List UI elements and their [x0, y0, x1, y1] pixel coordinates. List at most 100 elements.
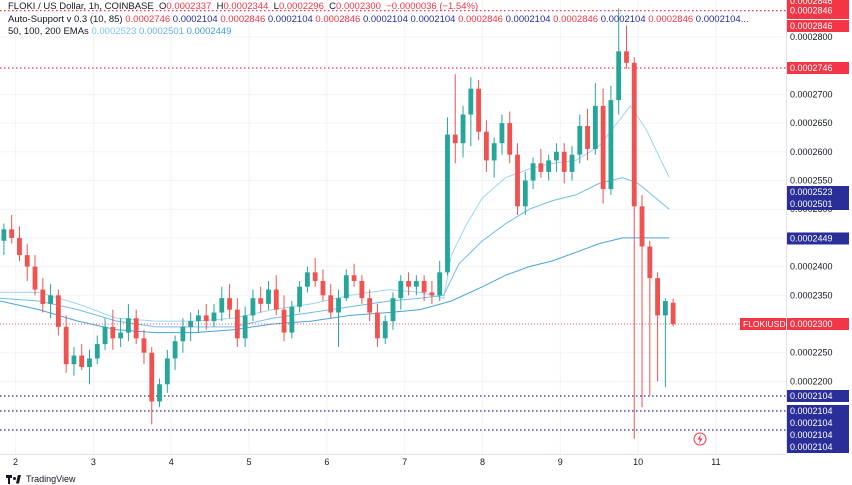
candle-down — [40, 289, 46, 304]
candle-down — [406, 280, 411, 287]
candle-up — [437, 272, 443, 296]
support-tag-bg — [787, 441, 849, 453]
candle-up — [157, 384, 162, 402]
resistance-tag: 0.0002746 — [790, 63, 833, 73]
auto-support-value: 0.0002104 — [362, 14, 411, 25]
resistance-tag-bg — [787, 0, 849, 7]
ohlc-high-value: 0.0002344 — [223, 1, 269, 12]
candle-up — [118, 332, 124, 339]
candle-up — [608, 100, 614, 190]
candle-up — [266, 289, 271, 304]
symbol-ohlc-line: FLOKI / US Dollar, 1h, COINBASE O0.00023… — [8, 1, 478, 12]
auto-support-value: 0.0002746 — [125, 14, 173, 25]
price-change: −0.0000036 (−1.54%) — [386, 1, 479, 12]
candle-up — [382, 321, 388, 339]
candle-down — [273, 289, 279, 310]
candle-down — [561, 151, 567, 172]
candle-up — [592, 105, 598, 149]
candle-up — [460, 114, 466, 144]
candle-up — [569, 154, 575, 172]
symbol-tag-bg — [740, 317, 786, 330]
candle-down — [647, 246, 653, 279]
candle-down — [624, 51, 629, 63]
auto-support-label: Auto-Support v 0.3 (10, 85) — [8, 14, 123, 25]
ema100-legend-value: 0.0002501 — [139, 26, 184, 37]
resistance-tag: 0.0002846 — [790, 6, 833, 16]
candle-down — [227, 298, 232, 310]
candle-up — [546, 160, 552, 172]
time-axis-tick-label: 10 — [633, 457, 643, 467]
ema100-tag: 0.0002501 — [790, 199, 833, 209]
candle-down — [359, 280, 365, 299]
ema-line-ema200 — [0, 237, 670, 334]
candle-down — [670, 302, 676, 324]
auto-support-value: 0.0002104 — [410, 14, 459, 25]
candle-up — [211, 312, 217, 322]
price-axis-tick-label: 0.0002650 — [790, 118, 833, 128]
candle-down — [507, 123, 513, 155]
ema200-legend-value: 0.0002449 — [186, 26, 232, 37]
ema200-tag-bg — [787, 232, 849, 245]
time-axis-tick-label: 11 — [711, 457, 720, 467]
candle-up — [164, 358, 170, 385]
ema200-tag: 0.0002449 — [790, 233, 833, 243]
ohlc-high-key: H — [216, 1, 224, 12]
candle-up — [491, 143, 497, 161]
candle-down — [631, 62, 637, 207]
auto-support-legend[interactable]: Auto-Support v 0.3 (10, 85) 0.0002746 0.… — [8, 14, 749, 25]
time-axis-tick-label: 8 — [480, 457, 485, 467]
auto-support-value: 0.0002104... — [695, 14, 749, 25]
last-price-tag-bg — [787, 317, 849, 330]
ema50-tag: 0.0002523 — [790, 187, 833, 197]
time-axis-tick-label: 4 — [169, 457, 174, 467]
auto-support-value: 0.0002846 — [458, 14, 506, 25]
candle-down — [483, 131, 489, 161]
candle-up — [343, 275, 349, 299]
price-axis-tick-label: 0.0002600 — [790, 147, 833, 157]
candle-up — [499, 123, 505, 144]
price-axis-tick-label: 0.0002200 — [790, 376, 833, 386]
candle-up — [188, 321, 194, 327]
candle-up — [102, 326, 108, 345]
price-axis-tick-label: 0.0002800 — [790, 32, 833, 42]
candle-down — [149, 352, 155, 402]
candle-up — [87, 358, 92, 368]
candle-up — [554, 151, 559, 161]
candle-down — [281, 309, 287, 333]
candle-up — [242, 315, 248, 339]
candle-up — [413, 280, 419, 287]
candle-up — [94, 344, 100, 359]
candle-up — [522, 180, 528, 207]
candle-up — [390, 298, 396, 322]
candle-down — [320, 280, 326, 296]
tradingview-logo[interactable]: TradingView — [6, 474, 76, 484]
support-tag: 0.0002104 — [790, 430, 833, 440]
time-axis-tick-label: 5 — [247, 457, 252, 467]
support-tag-bg — [787, 405, 849, 417]
auto-support-value: 0.0002104 — [172, 14, 221, 25]
candle-up — [48, 295, 53, 304]
candle-up — [180, 326, 186, 342]
time-axis-tick-label: 2 — [13, 457, 18, 467]
tradingview-brand: TradingView — [26, 474, 76, 484]
price-axis-tick-label: 0.0002350 — [790, 290, 833, 300]
auto-support-value: 0.0002104 — [505, 14, 554, 25]
support-tag-bg — [787, 390, 849, 402]
candle-up — [1, 229, 7, 241]
candle-up — [289, 306, 295, 333]
last-price-tag: 0.0002300 — [790, 319, 833, 329]
candle-down — [9, 229, 15, 238]
lightning-icon-bolt — [697, 434, 703, 444]
symbol-title: FLOKI / US Dollar, 1h, COINBASE — [8, 1, 154, 12]
candle-up — [297, 286, 303, 307]
price-axis-tick-label: 0.0002250 — [790, 348, 833, 358]
ema-legend[interactable]: 50, 100, 200 EMAs 0.0002523 0.0002501 0.… — [8, 26, 232, 37]
auto-support-value: 0.0002104 — [267, 14, 316, 25]
time-axis-tick-label: 3 — [91, 457, 96, 467]
candle-down — [351, 275, 357, 281]
support-tag: 0.0002104 — [790, 442, 833, 452]
ema-legend-label: 50, 100, 200 EMAs — [8, 26, 89, 37]
candle-down — [63, 326, 69, 365]
auto-support-value: 0.0002846 — [315, 14, 363, 25]
